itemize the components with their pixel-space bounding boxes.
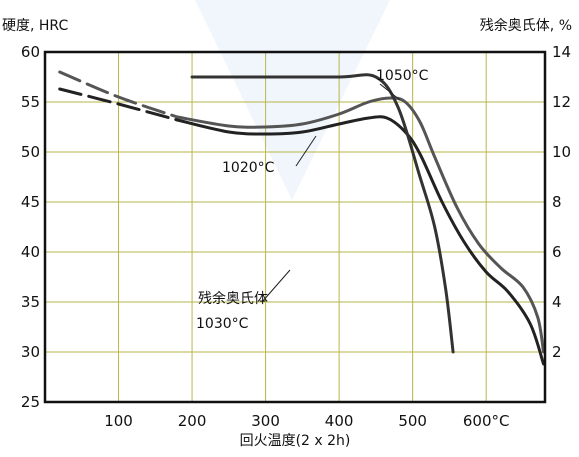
y-tick-label: 50 bbox=[21, 143, 40, 161]
right-axis-title: 残余奥氏体, % bbox=[480, 17, 572, 34]
y-tick-label: 55 bbox=[21, 93, 40, 111]
y-tick-label: 30 bbox=[21, 343, 40, 361]
x-tick-label: 500 bbox=[398, 412, 427, 430]
y-tick-label: 40 bbox=[21, 243, 40, 261]
label-1050: 1050°C bbox=[376, 68, 429, 84]
y-tick-label: 35 bbox=[21, 293, 40, 311]
x-axis-title: 回火温度(2 x 2h) bbox=[240, 433, 351, 449]
leader-1050 bbox=[379, 83, 401, 101]
x-tick-label: 400 bbox=[325, 412, 354, 430]
series-group bbox=[58, 70, 546, 366]
x-tick-label: 200 bbox=[178, 412, 207, 430]
y2-tick-label: 8 bbox=[552, 193, 562, 211]
y2-tick-label: 6 bbox=[552, 243, 562, 261]
y2-tick-label: 12 bbox=[552, 93, 571, 111]
y2-tick-label: 14 bbox=[552, 43, 571, 61]
left-axis-title: 硬度, HRC bbox=[2, 18, 68, 34]
y-tick-label: 45 bbox=[21, 193, 40, 211]
watermark-shape bbox=[195, 0, 390, 200]
label-1020: 1020°C bbox=[222, 160, 275, 176]
leader-1020 bbox=[295, 135, 317, 167]
label-1030: 1030°C bbox=[196, 316, 249, 332]
series-1-dashed-line bbox=[58, 87, 179, 122]
series-0-line bbox=[175, 96, 546, 354]
series-2-line bbox=[190, 73, 455, 354]
y-tick-label: 25 bbox=[21, 393, 40, 411]
y2-tick-label: 4 bbox=[552, 293, 562, 311]
x-tick-label: 300 bbox=[251, 412, 280, 430]
y2-tick-label: 10 bbox=[552, 143, 571, 161]
curve-labels: 1050°C 1020°C 残余奥氏体 1030°C bbox=[196, 68, 429, 332]
tick-labels: 100 200 300 400 500 600°C 25 30 35 40 45 50 55 60 2 4 6 8… bbox=[21, 43, 571, 430]
series-0-dashed-line bbox=[58, 70, 179, 119]
label-retained-austenite: 残余奥氏体 bbox=[198, 290, 268, 307]
x-tick-label: 100 bbox=[104, 412, 133, 430]
y-tick-label: 60 bbox=[21, 43, 40, 61]
x-tick-label: 600°C bbox=[463, 412, 510, 430]
y2-tick-label: 2 bbox=[552, 343, 562, 361]
grid bbox=[45, 52, 545, 402]
leader-retained bbox=[261, 269, 291, 303]
plot-frame bbox=[43, 50, 547, 404]
